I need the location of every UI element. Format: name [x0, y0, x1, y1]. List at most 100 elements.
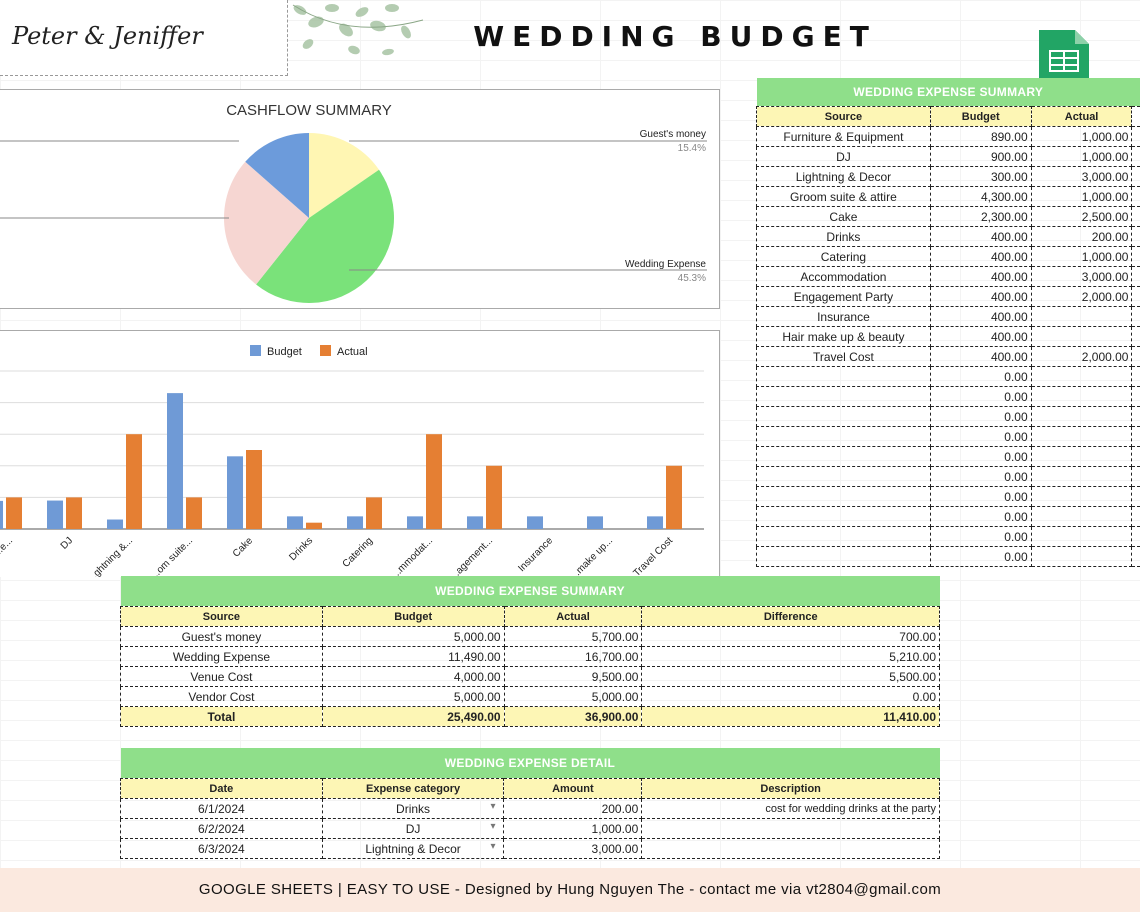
source-cell[interactable]: Catering [756, 246, 931, 267]
budget-cell[interactable]: 0.00 [929, 486, 1032, 507]
table-row[interactable]: 0.00 [756, 486, 1140, 507]
amount-cell[interactable]: 1,000.00 [503, 818, 643, 839]
budget-cell[interactable]: 0.00 [929, 406, 1032, 427]
table-row[interactable]: Cake 2,300.00 2,500.00 [756, 206, 1140, 227]
budget-cell[interactable]: 400.00 [929, 346, 1032, 367]
table-row[interactable]: 0.00 [756, 526, 1140, 547]
source-cell[interactable]: Groom suite & attire [756, 186, 931, 207]
table-row[interactable]: DJ 900.00 1,000.00 [756, 146, 1140, 167]
amount-cell[interactable]: 200.00 [503, 798, 643, 819]
table-row[interactable]: Wedding Expense 11,490.00 16,700.00 5,210.0… [120, 646, 940, 667]
source-cell[interactable] [756, 526, 931, 547]
source-cell[interactable]: Cake [756, 206, 931, 227]
budget-cell[interactable]: 0.00 [929, 446, 1032, 467]
actual-cell[interactable] [1030, 366, 1133, 387]
actual-cell[interactable]: 3,000.00 [1030, 166, 1133, 187]
source-cell[interactable] [756, 486, 931, 507]
source-cell[interactable] [756, 386, 931, 407]
difference-cell[interactable]: 0.00 [641, 686, 940, 707]
source-cell[interactable]: Guest's money [120, 626, 323, 647]
description-cell[interactable]: cost for wedding drinks at the party [641, 798, 940, 819]
actual-cell[interactable]: 1,000.00 [1030, 186, 1133, 207]
source-cell[interactable]: Drinks [756, 226, 931, 247]
budget-cell[interactable]: 900.00 [929, 146, 1032, 167]
source-cell[interactable]: Travel Cost [756, 346, 931, 367]
budget-cell[interactable]: 2,300.00 [929, 206, 1032, 227]
budget-cell[interactable]: 0.00 [929, 426, 1032, 447]
budget-cell[interactable]: 5,000.00 [321, 626, 505, 647]
source-cell[interactable] [756, 426, 931, 447]
budget-cell[interactable]: 0.00 [929, 506, 1032, 527]
date-cell[interactable]: 6/1/2024 [120, 798, 323, 819]
source-cell[interactable]: DJ [756, 146, 931, 167]
table-row[interactable]: 6/2/2024DJ1,000.00 [120, 818, 940, 839]
budget-cell[interactable]: 0.00 [929, 386, 1032, 407]
table-row[interactable]: 0.00 [756, 386, 1140, 407]
table-row[interactable]: 0.00 [756, 446, 1140, 467]
budget-cell[interactable]: 400.00 [929, 266, 1032, 287]
actual-cell[interactable] [1030, 306, 1133, 327]
budget-cell[interactable]: 400.00 [929, 286, 1032, 307]
table-row[interactable]: Furniture & Equipment 890.00 1,000.00 [756, 126, 1140, 147]
actual-cell[interactable]: 1,000.00 [1030, 146, 1133, 167]
source-cell[interactable] [756, 546, 931, 567]
table-row[interactable]: 0.00 [756, 406, 1140, 427]
actual-cell[interactable] [1030, 446, 1133, 467]
actual-cell[interactable]: 5,000.00 [503, 686, 643, 707]
actual-cell[interactable]: 5,700.00 [503, 626, 643, 647]
table-row[interactable]: Accommodation 400.00 3,000.00 [756, 266, 1140, 287]
budget-cell[interactable]: 300.00 [929, 166, 1032, 187]
amount-cell[interactable]: 3,000.00 [503, 838, 643, 859]
actual-cell[interactable] [1030, 506, 1133, 527]
source-cell[interactable]: Venue Cost [120, 666, 323, 687]
difference-cell[interactable]: 5,210.00 [641, 646, 940, 667]
actual-cell[interactable] [1030, 546, 1133, 567]
table-row[interactable]: Engagement Party 400.00 2,000.00 [756, 286, 1140, 307]
source-cell[interactable]: Furniture & Equipment [756, 126, 931, 147]
source-cell[interactable]: Engagement Party [756, 286, 931, 307]
table-row[interactable]: Hair make up & beauty 400.00 [756, 326, 1140, 347]
budget-cell[interactable]: 890.00 [929, 126, 1032, 147]
actual-cell[interactable] [1030, 326, 1133, 347]
budget-cell[interactable]: 4,300.00 [929, 186, 1032, 207]
actual-cell[interactable]: 2,000.00 [1030, 286, 1133, 307]
budget-cell[interactable]: 4,000.00 [321, 666, 505, 687]
total-budget[interactable]: 25,490.00 [321, 706, 505, 727]
difference-cell[interactable]: 5,500.00 [641, 666, 940, 687]
table-row[interactable]: Lightning & Decor 300.00 3,000.00 [756, 166, 1140, 187]
budget-cell[interactable]: 0.00 [929, 466, 1032, 487]
total-actual[interactable]: 36,900.00 [503, 706, 643, 727]
budget-cell[interactable]: 400.00 [929, 326, 1032, 347]
actual-cell[interactable]: 1,000.00 [1030, 246, 1133, 267]
source-cell[interactable] [756, 446, 931, 467]
table-row[interactable]: Insurance 400.00 [756, 306, 1140, 327]
expense-category-dropdown[interactable]: DJ [321, 818, 505, 839]
budget-cell[interactable]: 400.00 [929, 226, 1032, 247]
budget-cell[interactable]: 0.00 [929, 366, 1032, 387]
table-row[interactable]: Groom suite & attire 4,300.00 1,000.00 [756, 186, 1140, 207]
budget-cell[interactable]: 0.00 [929, 546, 1032, 567]
actual-cell[interactable]: 2,500.00 [1030, 206, 1133, 227]
budget-cell[interactable]: 400.00 [929, 306, 1032, 327]
actual-cell[interactable]: 3,000.00 [1030, 266, 1133, 287]
source-cell[interactable] [756, 506, 931, 527]
actual-cell[interactable] [1030, 426, 1133, 447]
source-cell[interactable]: Vendor Cost [120, 686, 323, 707]
source-cell[interactable] [756, 466, 931, 487]
total-label[interactable]: Total [120, 706, 323, 727]
source-cell[interactable]: Lightning & Decor [756, 166, 931, 187]
table-row[interactable]: 0.00 [756, 366, 1140, 387]
source-cell[interactable]: Wedding Expense [120, 646, 323, 667]
actual-cell[interactable] [1030, 406, 1133, 427]
source-cell[interactable] [756, 406, 931, 427]
total-difference[interactable]: 11,410.00 [641, 706, 940, 727]
description-cell[interactable] [641, 818, 940, 839]
budget-cell[interactable]: 5,000.00 [321, 686, 505, 707]
table-row[interactable]: Travel Cost 400.00 2,000.00 [756, 346, 1140, 367]
source-cell[interactable]: Hair make up & beauty [756, 326, 931, 347]
table-row[interactable]: Guest's money 5,000.00 5,700.00 700.00 [120, 626, 940, 647]
actual-cell[interactable] [1030, 386, 1133, 407]
total-row[interactable]: Total 25,490.00 36,900.00 11,410.00 [120, 706, 940, 727]
actual-cell[interactable] [1030, 526, 1133, 547]
